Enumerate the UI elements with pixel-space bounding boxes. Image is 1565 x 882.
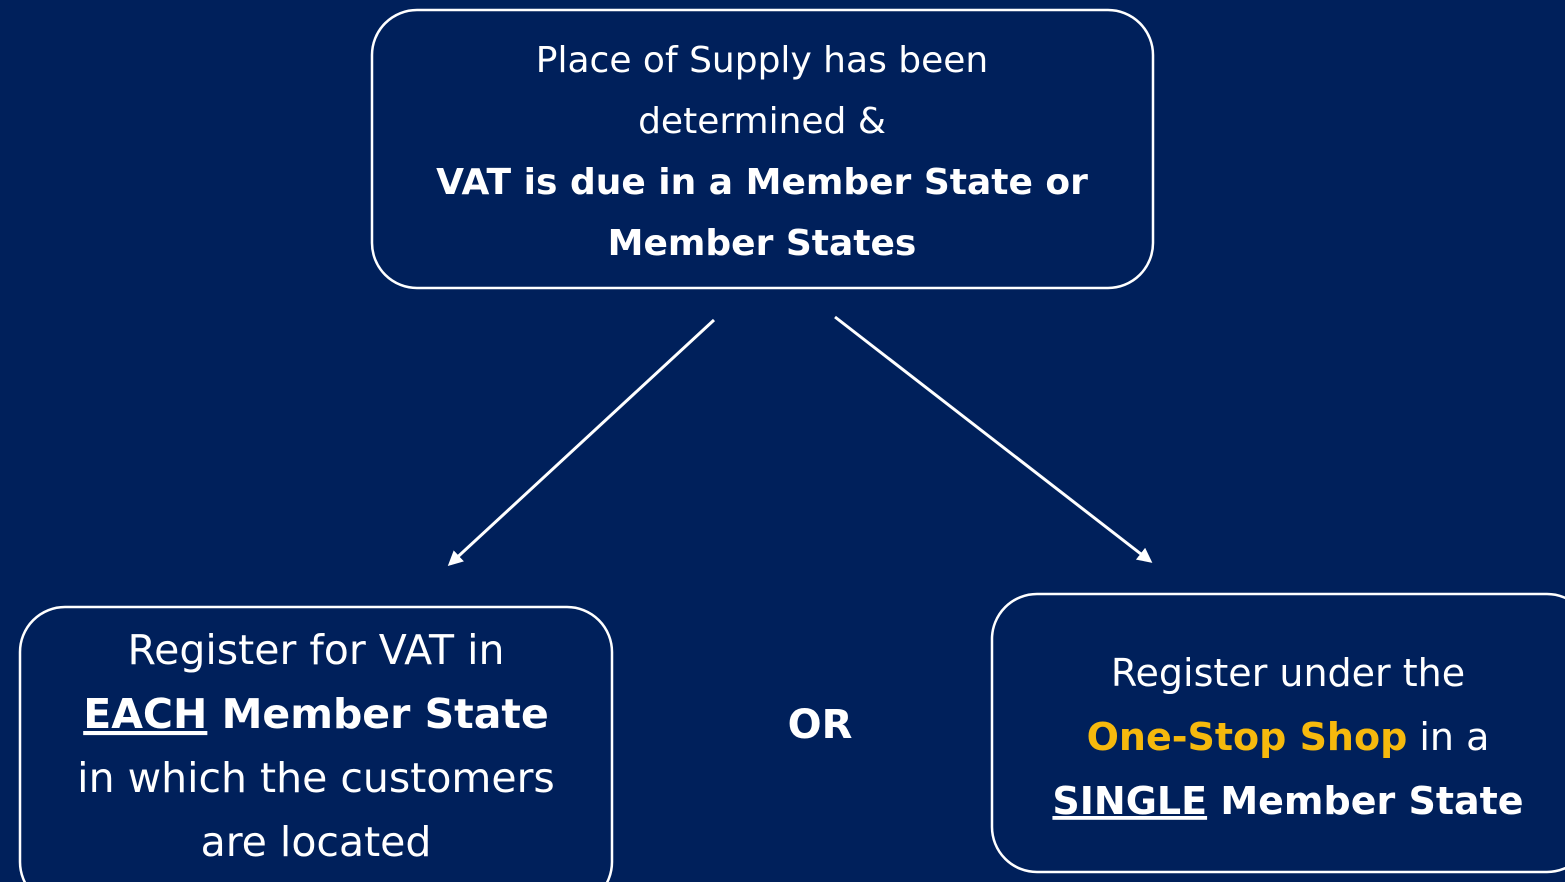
text-segment: determined &	[638, 101, 886, 142]
node-line: in which the customers	[77, 754, 555, 802]
text-segment: EACH	[83, 690, 207, 738]
node-line: SINGLE Member State	[1052, 779, 1523, 823]
text-segment: in a	[1407, 715, 1489, 759]
text-segment: Member State	[207, 690, 548, 738]
text-segment: VAT is due in a Member State or	[436, 162, 1088, 203]
node-line: VAT is due in a Member State or	[436, 162, 1088, 203]
node-line: determined &	[638, 101, 886, 142]
arrow-left	[447, 318, 716, 567]
text-segment: Place of Supply has been	[536, 40, 988, 81]
left-box	[18, 605, 614, 882]
node-line: are located	[201, 818, 432, 866]
text-segment: are located	[201, 818, 432, 866]
text-segment: Member State	[1207, 779, 1523, 823]
node-line: Register under the	[1111, 651, 1465, 695]
text-segment: One-Stop Shop	[1087, 715, 1408, 759]
node-line: Place of Supply has been	[536, 40, 988, 81]
text-segment: Member States	[608, 223, 917, 264]
text-segment: SINGLE	[1052, 779, 1207, 823]
right-box	[990, 592, 1565, 874]
node-line: Register for VAT in	[128, 626, 505, 674]
arrow-right	[834, 315, 1153, 563]
node-line: EACH Member State	[83, 690, 549, 738]
text-segment: in which the customers	[77, 754, 555, 802]
text-segment: Register under the	[1111, 651, 1465, 695]
node-line: Member States	[608, 223, 917, 264]
text-segment: Register for VAT in	[128, 626, 505, 674]
node-line: One-Stop Shop in a	[1087, 715, 1490, 759]
top-box	[370, 8, 1155, 290]
connector-label: OR	[788, 702, 853, 748]
